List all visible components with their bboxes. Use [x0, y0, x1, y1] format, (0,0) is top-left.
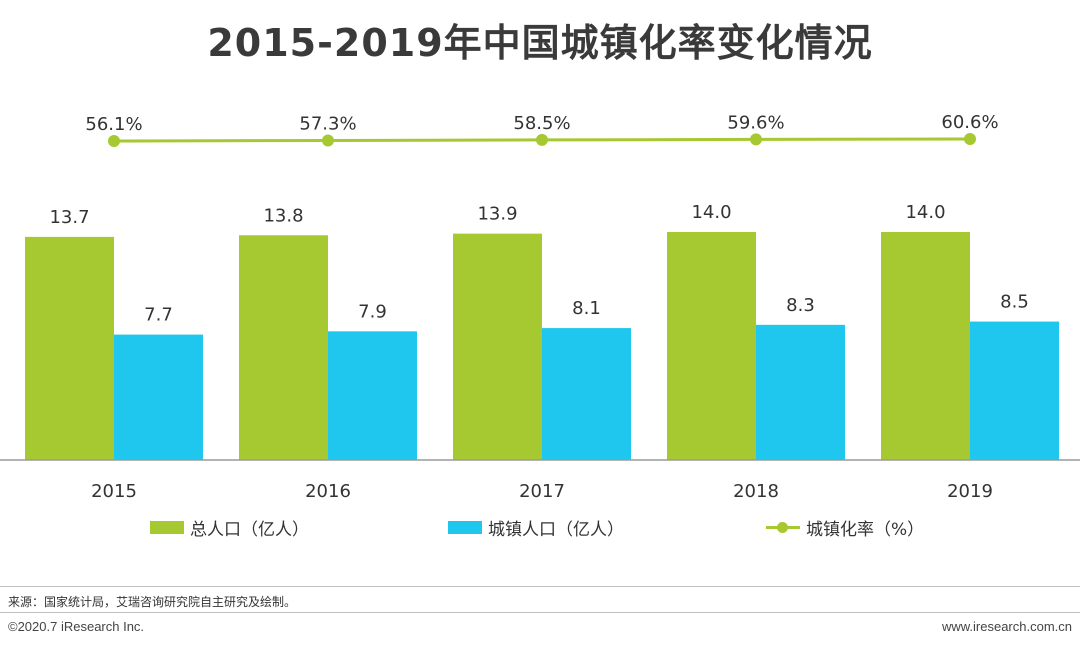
copyright-text: ©2020.7 iResearch Inc. [8, 619, 145, 634]
bar-total-2019 [881, 232, 970, 460]
rate-point-2015 [108, 135, 120, 147]
bar-urban-2015 [114, 334, 203, 460]
x-tick-label-2015: 2015 [91, 481, 137, 502]
legend-swatch-total [150, 520, 184, 534]
rate-point-2019 [964, 132, 976, 145]
bar-label-total-2015: 13.7 [49, 207, 89, 228]
website-link[interactable]: www.iresearch.com.cn [941, 619, 1072, 634]
bar-label-total-2016: 13.8 [263, 205, 303, 226]
bar-urban-2019 [970, 321, 1059, 460]
legend-label-total: 总人口（亿人） [190, 519, 309, 540]
rate-label-2018: 59.6% [727, 112, 784, 133]
footer-divider-bottom [0, 612, 1080, 613]
legend-marker-rate [766, 521, 800, 534]
rate-label-2015: 56.1% [85, 114, 142, 135]
legend-label-rate: 城镇化率（%） [806, 519, 925, 540]
bar-urban-2016 [328, 331, 417, 460]
legend-item-total-population: 总人口（亿人） [150, 514, 309, 540]
rate-label-2016: 57.3% [299, 113, 356, 134]
rate-point-2018 [750, 133, 762, 146]
chart-plot-area: 13.7 13.8 13.9 14.0 14.0 7.7 7.9 8.1 8.3 8.5 2015 2… [0, 112, 1080, 502]
bar-label-urban-2019: 8.5 [1000, 292, 1029, 313]
rate-label-2017: 58.5% [513, 113, 570, 134]
bar-label-total-2018: 14.0 [691, 202, 731, 223]
bar-label-urban-2018: 8.3 [786, 295, 815, 316]
bar-label-urban-2016: 7.9 [358, 301, 387, 322]
legend-item-urbanization-rate: 城镇化率（%） [766, 514, 924, 540]
bar-total-2018 [667, 232, 756, 460]
x-tick-label-2016: 2016 [305, 481, 351, 502]
bar-urban-2017 [542, 328, 631, 460]
bar-label-urban-2015: 7.7 [144, 305, 173, 326]
bar-label-urban-2017: 8.1 [572, 298, 601, 319]
bar-label-total-2019: 14.0 [905, 202, 945, 223]
legend-swatch-urban [448, 520, 482, 534]
bar-urban-2018 [756, 324, 845, 460]
rate-label-2019: 60.6% [941, 112, 998, 133]
x-tick-label-2018: 2018 [733, 481, 779, 502]
chart-title: 2015-2019年中国城镇化率变化情况 [207, 21, 873, 65]
bar-total-2015 [25, 236, 114, 460]
bar-label-total-2017: 13.9 [477, 204, 517, 225]
source-note: 来源：国家统计局，艾瑞咨询研究院自主研究及绘制。 [8, 595, 297, 609]
bar-total-2016 [239, 235, 328, 460]
x-tick-label-2017: 2017 [519, 481, 565, 502]
legend-label-urban: 城镇人口（亿人） [488, 519, 624, 540]
bar-total-2017 [453, 233, 542, 460]
x-tick-label-2019: 2019 [947, 481, 993, 502]
legend-item-urban-population: 城镇人口（亿人） [448, 514, 624, 540]
footer-divider-top [0, 586, 1080, 587]
rate-point-2017 [536, 133, 548, 146]
rate-point-2016 [322, 134, 334, 147]
